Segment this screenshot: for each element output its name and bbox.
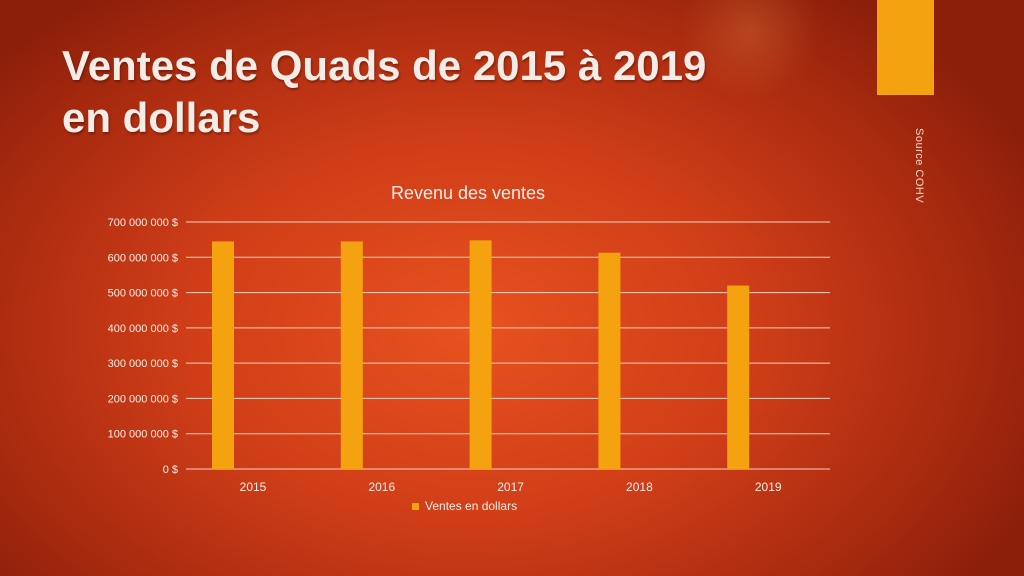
bar (212, 241, 234, 469)
x-tick-label: 2015 (240, 480, 267, 494)
y-tick-label: 300 000 000 $ (108, 358, 178, 370)
slide-title-line-2: en dollars (62, 94, 261, 141)
x-tick-label: 2017 (497, 480, 524, 494)
legend-swatch (412, 502, 419, 510)
bar (598, 252, 621, 469)
gridlines (186, 221, 830, 470)
x-axis-tick-labels: 2015 2016 2017 2018 2019 (240, 480, 782, 494)
bar (340, 241, 363, 469)
y-tick-label: 600 000 000 $ (108, 252, 178, 264)
legend-label: Ventes en dollars (425, 499, 518, 513)
slide-title-line-1: Ventes de Quads de 2015 à 2019 (62, 42, 707, 89)
legend: Ventes en dollars (412, 499, 517, 513)
accent-bar (877, 0, 934, 95)
x-tick-label: 2019 (755, 480, 782, 494)
bars (212, 240, 750, 469)
y-tick-label: 400 000 000 $ (108, 323, 178, 335)
y-tick-label: 700 000 000 $ (108, 217, 178, 229)
y-axis-tick-labels: 0 $ 100 000 000 $ 200 000 000 $ 300 000 000… (108, 217, 178, 476)
chart-title: Revenu des ventes (390, 183, 546, 203)
y-tick-label: 500 000 000 $ (108, 288, 178, 300)
bar (727, 285, 750, 469)
y-tick-label: 100 000 000 $ (108, 429, 178, 441)
source-note: Source COHV (913, 128, 925, 204)
slide-title: Ventes de Quads de 2015 à 2019 en dollar… (62, 40, 842, 144)
y-tick-label: 0 $ (163, 464, 178, 476)
x-tick-label: 2016 (368, 480, 395, 494)
y-tick-label: 200 000 000 $ (108, 393, 178, 405)
x-tick-label: 2018 (626, 480, 653, 494)
bar (469, 240, 492, 469)
